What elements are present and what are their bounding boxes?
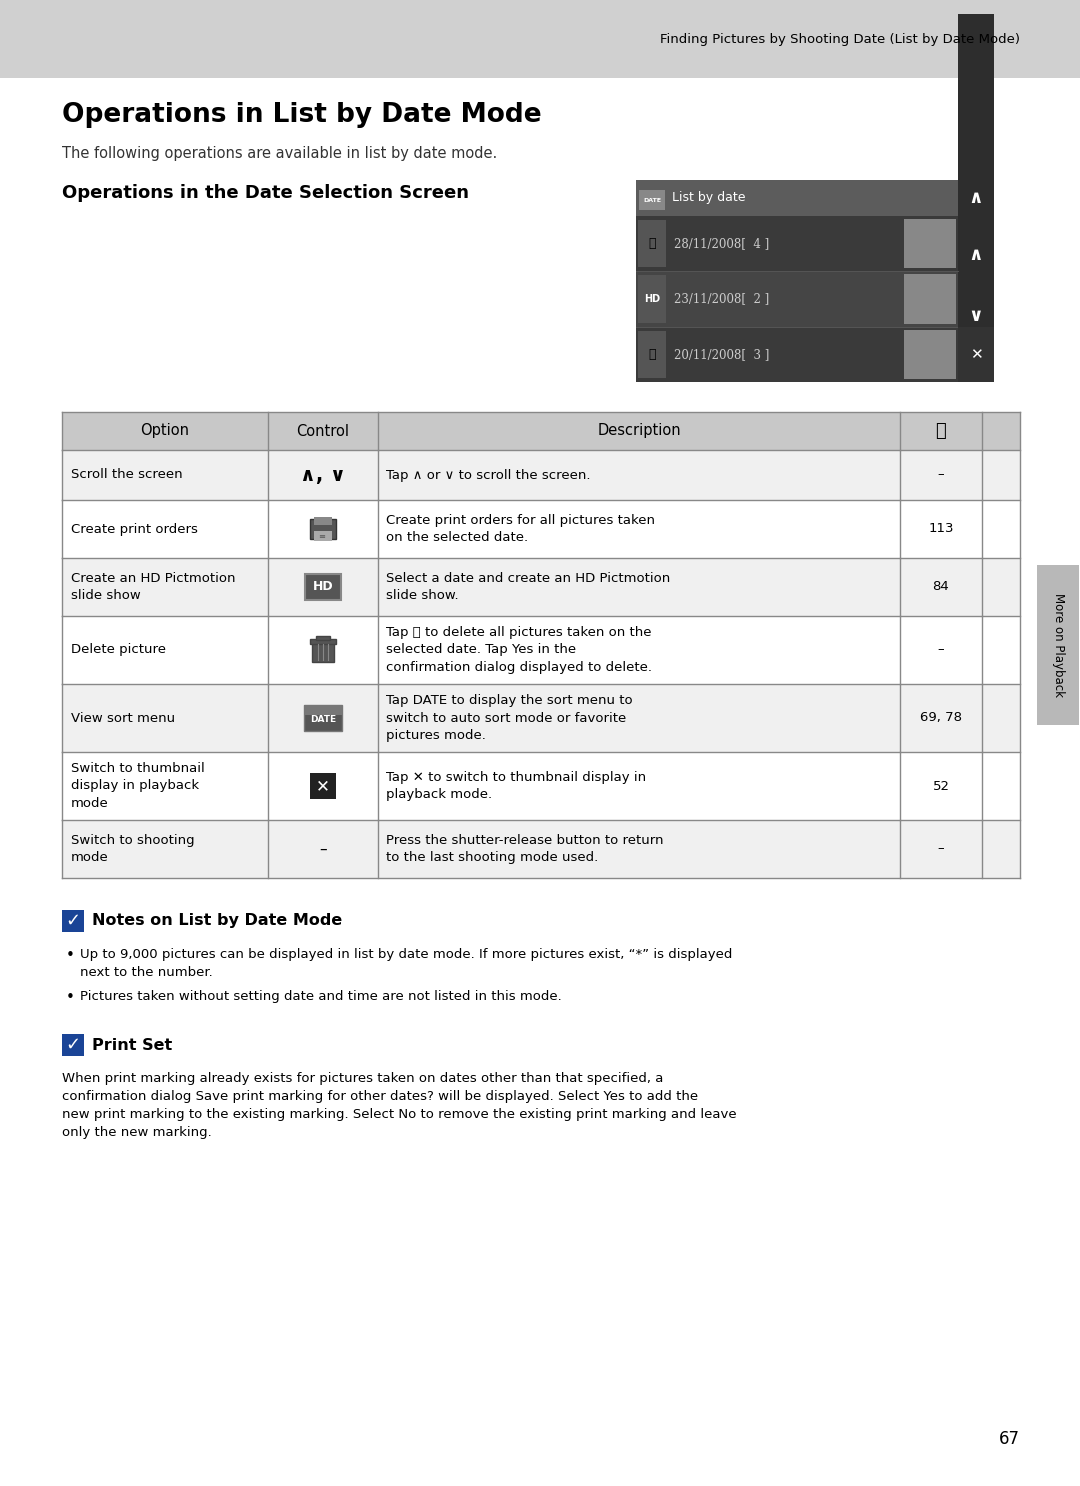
Bar bbox=[310, 773, 336, 799]
Text: 69, 78: 69, 78 bbox=[920, 712, 962, 725]
Bar bbox=[305, 574, 341, 600]
Bar bbox=[62, 820, 1020, 878]
Bar bbox=[62, 752, 1020, 820]
Text: ✕: ✕ bbox=[970, 346, 983, 361]
Text: ✕: ✕ bbox=[316, 777, 330, 795]
Text: More on Playback: More on Playback bbox=[1052, 593, 1065, 697]
Bar bbox=[904, 330, 956, 379]
Text: –: – bbox=[320, 841, 327, 856]
Text: 28/11/2008[  4 ]: 28/11/2008[ 4 ] bbox=[674, 238, 769, 250]
Text: Tap ✕ to switch to thumbnail display in
playback mode.: Tap ✕ to switch to thumbnail display in … bbox=[387, 771, 646, 801]
Text: Create print orders for all pictures taken
on the selected date.: Create print orders for all pictures tak… bbox=[387, 514, 656, 544]
Text: ✓: ✓ bbox=[66, 912, 81, 930]
Bar bbox=[636, 180, 994, 382]
Text: Description: Description bbox=[597, 424, 681, 438]
Text: Tap 🗑 to delete all pictures taken on the
selected date. Tap Yes in the
confirma: Tap 🗑 to delete all pictures taken on th… bbox=[387, 626, 652, 675]
Text: 📷: 📷 bbox=[935, 422, 946, 440]
Bar bbox=[62, 909, 84, 932]
Bar bbox=[636, 272, 958, 327]
Text: Press the shutter-release button to return
to the last shooting mode used.: Press the shutter-release button to retu… bbox=[387, 834, 663, 865]
Bar bbox=[305, 704, 342, 715]
Text: Up to 9,000 pictures can be displayed in list by date mode. If more pictures exi: Up to 9,000 pictures can be displayed in… bbox=[80, 948, 732, 978]
Text: 113: 113 bbox=[928, 523, 954, 535]
Text: View sort menu: View sort menu bbox=[71, 712, 175, 725]
Bar bbox=[314, 517, 332, 525]
Bar bbox=[305, 704, 342, 731]
Text: 🖨: 🖨 bbox=[648, 238, 656, 250]
Text: Operations in List by Date Mode: Operations in List by Date Mode bbox=[62, 103, 542, 128]
Bar bbox=[62, 412, 1020, 450]
Bar bbox=[62, 450, 1020, 499]
Text: •: • bbox=[66, 948, 75, 963]
Text: ✓: ✓ bbox=[66, 1036, 81, 1054]
Text: DATE: DATE bbox=[643, 198, 661, 202]
Text: •: • bbox=[66, 990, 75, 1005]
Text: 20/11/2008[  3 ]: 20/11/2008[ 3 ] bbox=[674, 348, 769, 361]
Bar bbox=[62, 499, 1020, 559]
Bar bbox=[958, 13, 994, 215]
Text: Tap DATE to display the sort menu to
switch to auto sort mode or favorite
pictur: Tap DATE to display the sort menu to swi… bbox=[387, 694, 633, 742]
Bar bbox=[314, 531, 332, 541]
Bar bbox=[636, 180, 958, 215]
Text: ≡: ≡ bbox=[318, 532, 325, 541]
Text: Print Set: Print Set bbox=[92, 1037, 172, 1052]
Text: ∨: ∨ bbox=[969, 306, 983, 324]
Text: Select a date and create an HD Pictmotion
slide show.: Select a date and create an HD Pictmotio… bbox=[387, 572, 671, 602]
Text: –: – bbox=[937, 643, 944, 657]
Text: Tap ∧ or ∨ to scroll the screen.: Tap ∧ or ∨ to scroll the screen. bbox=[387, 468, 591, 481]
Text: 84: 84 bbox=[933, 581, 949, 593]
Text: Pictures taken without setting date and time are not listed in this mode.: Pictures taken without setting date and … bbox=[80, 990, 562, 1003]
Text: 67: 67 bbox=[999, 1430, 1020, 1447]
Text: 23/11/2008[  2 ]: 23/11/2008[ 2 ] bbox=[674, 293, 769, 306]
Text: Notes on List by Date Mode: Notes on List by Date Mode bbox=[92, 914, 342, 929]
Bar bbox=[316, 636, 330, 640]
Bar bbox=[638, 331, 666, 377]
Bar bbox=[636, 327, 958, 382]
Text: Switch to shooting
mode: Switch to shooting mode bbox=[71, 834, 194, 865]
Text: ∧: ∧ bbox=[969, 189, 983, 207]
Text: HD: HD bbox=[313, 581, 334, 593]
Text: The following operations are available in list by date mode.: The following operations are available i… bbox=[62, 146, 497, 160]
Text: 🗑: 🗑 bbox=[648, 348, 656, 361]
Bar bbox=[62, 559, 1020, 617]
Bar bbox=[639, 190, 665, 210]
Text: –: – bbox=[937, 843, 944, 856]
Text: DATE: DATE bbox=[310, 715, 336, 724]
Bar bbox=[62, 684, 1020, 752]
Text: List by date: List by date bbox=[672, 192, 745, 205]
Text: Create an HD Pictmotion
slide show: Create an HD Pictmotion slide show bbox=[71, 572, 235, 602]
Bar bbox=[62, 1034, 84, 1057]
Bar bbox=[62, 617, 1020, 684]
Bar bbox=[958, 327, 994, 382]
Text: Switch to thumbnail
display in playback
mode: Switch to thumbnail display in playback … bbox=[71, 762, 205, 810]
Bar bbox=[636, 215, 958, 272]
Text: –: – bbox=[937, 468, 944, 481]
Text: 52: 52 bbox=[932, 780, 949, 792]
Text: Operations in the Date Selection Screen: Operations in the Date Selection Screen bbox=[62, 184, 469, 202]
Bar bbox=[904, 218, 956, 269]
Text: Control: Control bbox=[297, 424, 350, 438]
Bar bbox=[312, 642, 334, 661]
Text: HD: HD bbox=[644, 294, 660, 305]
Text: Scroll the screen: Scroll the screen bbox=[71, 468, 183, 481]
Text: ∧, ∨: ∧, ∨ bbox=[300, 465, 346, 484]
Text: Delete picture: Delete picture bbox=[71, 643, 166, 657]
Bar bbox=[310, 639, 336, 643]
Text: Finding Pictures by Shooting Date (List by Date Mode): Finding Pictures by Shooting Date (List … bbox=[660, 33, 1020, 46]
Text: ∧: ∧ bbox=[969, 245, 983, 263]
Bar bbox=[1037, 565, 1079, 725]
Bar bbox=[638, 275, 666, 322]
Text: When print marking already exists for pictures taken on dates other than that sp: When print marking already exists for pi… bbox=[62, 1071, 737, 1138]
Bar bbox=[904, 275, 956, 324]
Bar bbox=[0, 0, 1080, 77]
Bar bbox=[310, 519, 336, 539]
Text: Option: Option bbox=[140, 424, 189, 438]
Bar bbox=[638, 220, 666, 267]
Text: Create print orders: Create print orders bbox=[71, 523, 198, 535]
